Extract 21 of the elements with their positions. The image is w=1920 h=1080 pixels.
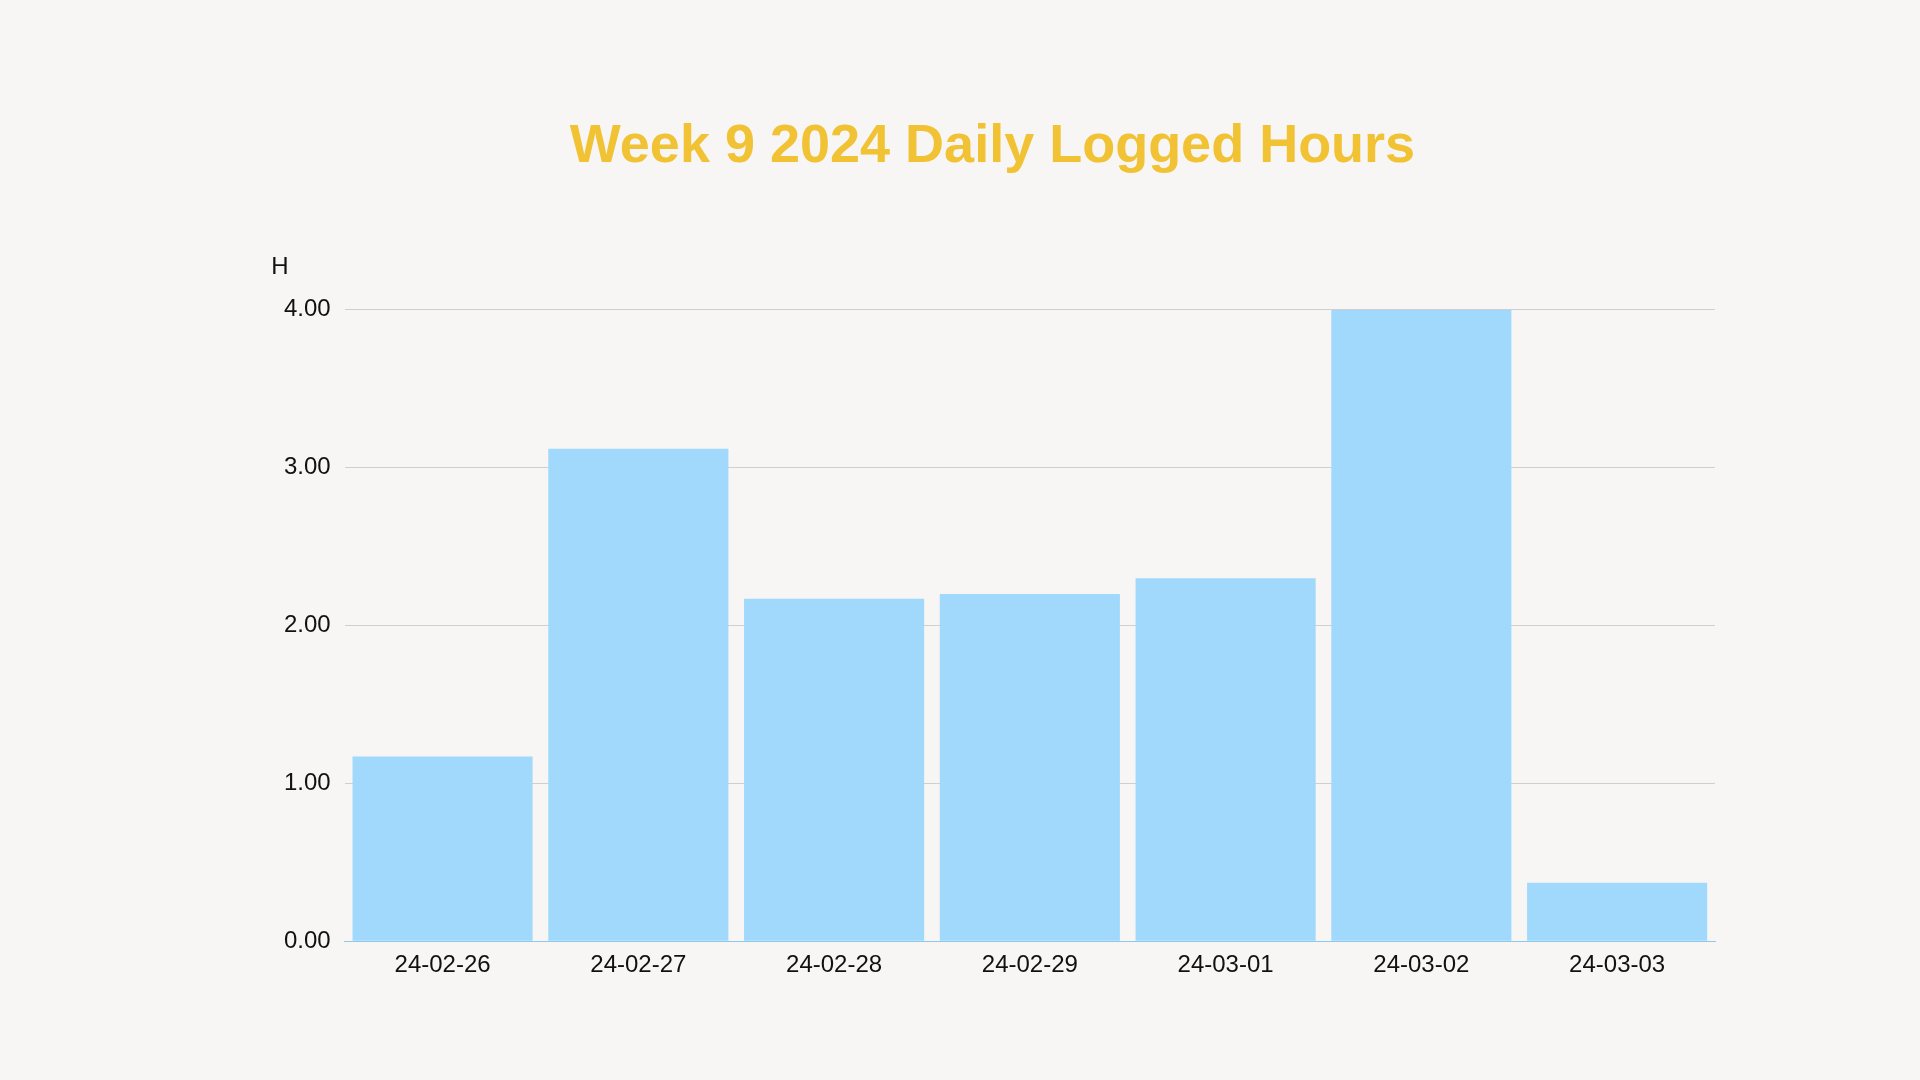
- chart-title: Week 9 2024 Daily Logged Hours: [569, 113, 1416, 174]
- y-tick-label: 4.00: [283, 294, 331, 322]
- x-tick-label: 24-03-01: [1177, 950, 1274, 978]
- bar: [1331, 309, 1512, 941]
- x-tick-label: 24-02-26: [394, 950, 491, 978]
- bar: [1135, 578, 1316, 941]
- bar: [548, 448, 729, 941]
- bar: [939, 593, 1120, 941]
- x-tick-label: 24-02-29: [981, 950, 1078, 978]
- y-tick-label: 3.00: [283, 452, 331, 480]
- y-tick-label: 1.00: [283, 767, 331, 795]
- y-axis-title: H: [271, 252, 289, 280]
- x-tick-label: 24-03-02: [1373, 950, 1470, 978]
- y-tick-label: 2.00: [283, 610, 331, 638]
- x-tick-label: 24-02-28: [786, 950, 883, 978]
- y-tick-label: 0.00: [283, 925, 331, 953]
- x-tick-label: 24-02-27: [590, 950, 687, 978]
- bar: [352, 756, 533, 941]
- bar: [744, 598, 925, 941]
- bar: [1527, 882, 1708, 941]
- x-tick-label: 24-03-03: [1569, 950, 1666, 978]
